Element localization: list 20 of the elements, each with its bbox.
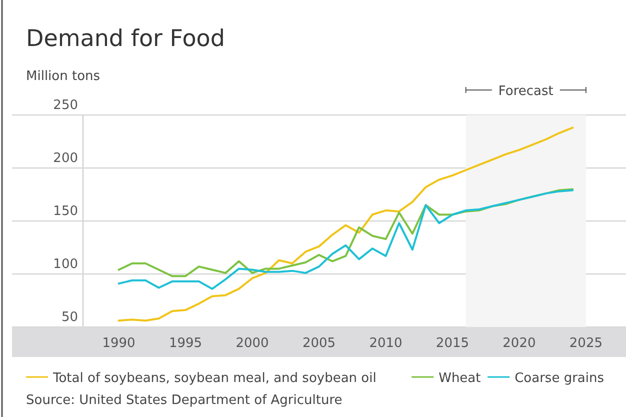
x-tick-label: 2015 <box>436 336 470 351</box>
legend-label: Coarse grains <box>514 371 604 386</box>
x-tick-label: 1990 <box>102 336 136 351</box>
x-tick-label: 1995 <box>168 336 202 351</box>
x-tick-label: 2020 <box>502 336 536 351</box>
y-axis-title: Million tons <box>26 69 100 84</box>
y-tick-label: 250 <box>53 98 78 113</box>
y-tick-label: 100 <box>53 257 78 272</box>
x-tick-label: 2010 <box>369 336 402 351</box>
band-label: Forecast <box>498 84 554 99</box>
legend-label: Wheat <box>438 371 481 386</box>
y-tick-label: 200 <box>53 151 78 166</box>
x-tick-label: 2005 <box>302 336 336 351</box>
x-tick-label: 2000 <box>236 336 269 351</box>
source-note: Source: United States Department of Agriculture <box>26 393 342 408</box>
y-tick-label: 50 <box>61 310 78 325</box>
legend-label: Total of soybeans, soybean meal, and soybean oil <box>52 371 376 386</box>
chart-title: Demand for Food <box>26 26 225 52</box>
x-tick-label: 2025 <box>569 336 603 351</box>
y-tick-label: 150 <box>53 204 78 219</box>
